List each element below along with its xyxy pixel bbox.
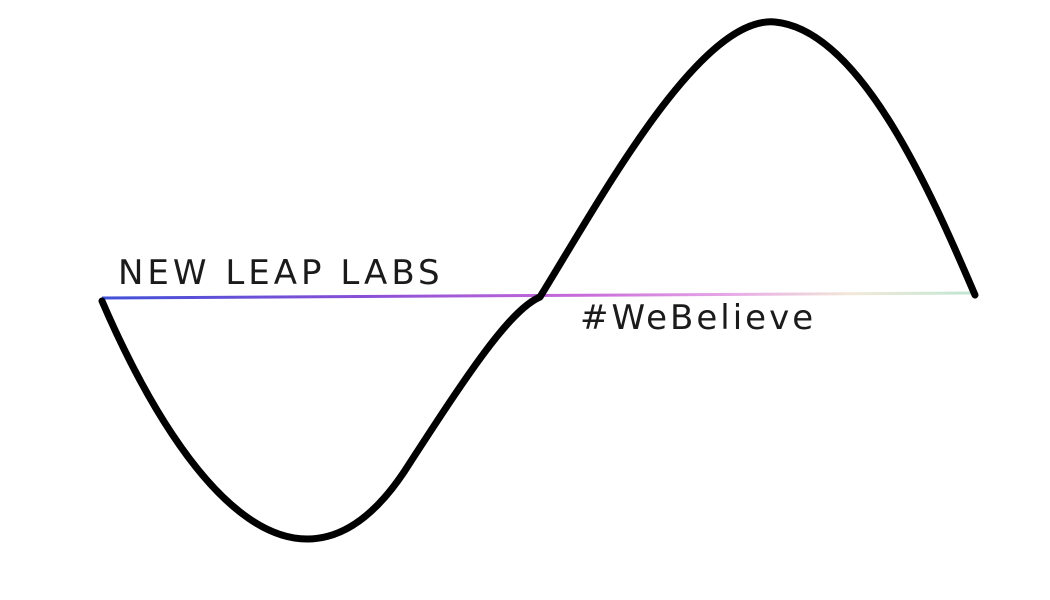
wave-curve <box>98 18 979 543</box>
tagline: #WeBelieve <box>580 298 817 338</box>
brand-name: NEW LEAP LABS <box>118 253 444 293</box>
